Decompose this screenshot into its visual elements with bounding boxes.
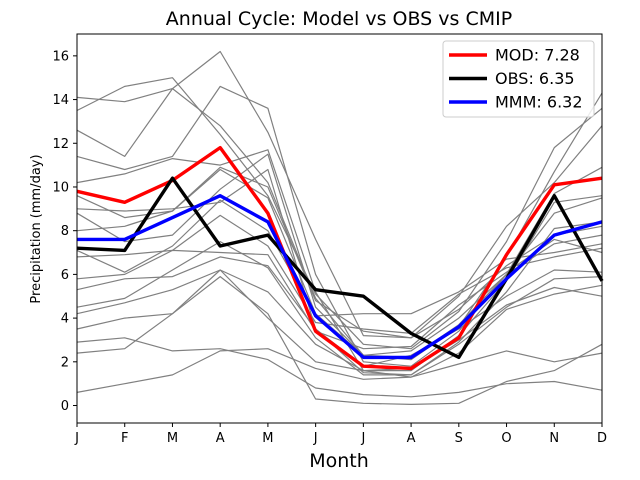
cmip-model-line-9 xyxy=(76,166,603,339)
series-line-mmm xyxy=(77,193,603,360)
cmip-model-line-10 xyxy=(76,199,603,317)
cmip-model-line-18 xyxy=(76,276,603,405)
x-tick-label: A xyxy=(407,431,416,446)
main-series-lines xyxy=(76,145,604,371)
y-tick-label: 4 xyxy=(61,312,69,327)
x-tick-label: J xyxy=(74,431,79,446)
axes: 0 2 4 6 8 10 12 14 16 J F M A M J J A S O N D xyxy=(52,33,607,446)
x-tick-label: D xyxy=(597,431,607,446)
x-tick-label: N xyxy=(549,431,559,446)
y-tick-label: 6 xyxy=(61,268,69,283)
legend-label-mod: MOD: 7.28 xyxy=(495,46,580,65)
x-tick-label: J xyxy=(313,431,318,446)
cmip-model-line-17 xyxy=(76,337,603,398)
y-axis-label: Precipitation (mm/day) xyxy=(29,154,44,303)
chart-title: Annual Cycle: Model vs OBS vs CMIP xyxy=(166,8,512,30)
legend-box xyxy=(442,40,595,118)
series-line-mod xyxy=(76,145,603,371)
plot-frame xyxy=(76,33,603,424)
cmip-model-line-16 xyxy=(76,269,603,378)
x-axis-label: Month xyxy=(309,450,369,472)
y-tick-label: 0 xyxy=(61,399,69,414)
legend-label-obs: OBS: 6.35 xyxy=(495,69,575,88)
series-line-obs xyxy=(76,176,604,360)
cmip-model-line-19 xyxy=(76,348,603,393)
y-tick-label: 16 xyxy=(52,49,69,64)
x-tick-label: J xyxy=(360,431,365,446)
cmip-model-line-7 xyxy=(76,168,603,376)
y-tick-label: 10 xyxy=(52,180,69,195)
y-tick-label: 12 xyxy=(52,137,69,152)
cmip-model-line-15 xyxy=(76,269,603,372)
x-tick-label: M xyxy=(262,431,273,446)
y-tick-label: 2 xyxy=(61,355,69,370)
x-tick-label: M xyxy=(167,431,178,446)
x-tick-label: S xyxy=(455,431,463,446)
x-tick-label: A xyxy=(216,431,225,446)
x-tick-label: F xyxy=(121,431,128,446)
legend-label-mmm: MMM: 6.32 xyxy=(495,93,583,112)
x-tick-label: O xyxy=(501,431,511,446)
y-tick-label: 8 xyxy=(61,224,69,239)
legend: MOD: 7.28 OBS: 6.35 MMM: 6.32 xyxy=(442,40,595,118)
y-tick-label: 14 xyxy=(52,93,69,108)
cmip-model-line-3 xyxy=(76,50,603,339)
